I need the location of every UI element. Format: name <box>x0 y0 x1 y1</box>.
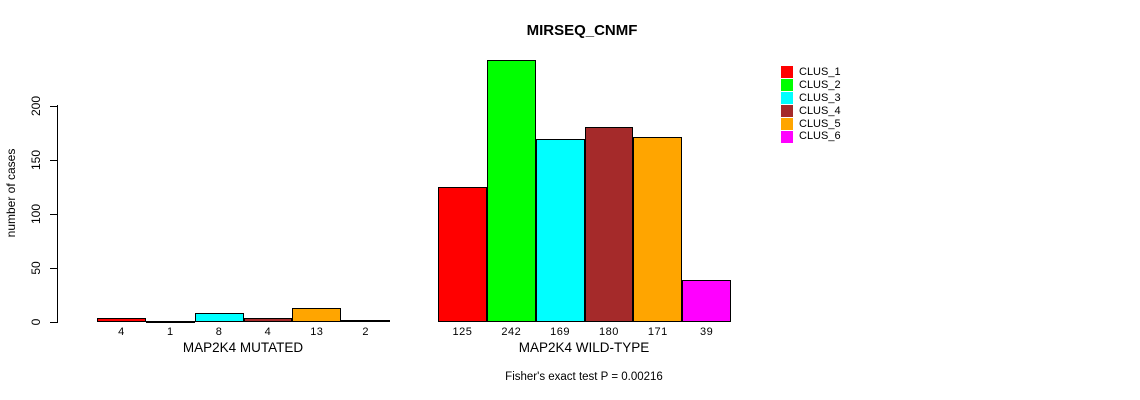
bar-clus_4-mutated <box>243 318 293 322</box>
legend-label: CLUS_2 <box>799 78 841 91</box>
bar-value-label: 4 <box>264 326 272 338</box>
bar-value-label: 4 <box>118 326 125 338</box>
bar-value-label: 8 <box>215 326 223 338</box>
legend-color-swatch <box>781 79 793 92</box>
bar-value-label: 169 <box>550 326 571 338</box>
legend-label: CLUS_4 <box>799 104 841 117</box>
bar-clus_1-wildtype <box>438 187 487 322</box>
x-group-label-mutated: MAP2K4 MUTATED <box>182 340 304 355</box>
legend-item-clus_2: CLUS_2 <box>781 79 841 92</box>
legend: CLUS_1 CLUS_2 CLUS_3 CLUS_4 CLUS_5 CLUS_6 <box>781 66 841 143</box>
fisher-test-annotation: Fisher's exact test P = 0.00216 <box>505 371 663 383</box>
legend-color-swatch <box>781 130 793 143</box>
bar-clus_1-mutated <box>97 318 146 322</box>
y-tick-mark <box>50 322 57 323</box>
y-tick-mark <box>50 159 57 161</box>
y-axis-line <box>57 105 58 323</box>
legend-label: CLUS_6 <box>799 130 841 143</box>
bar-value-label: 125 <box>452 326 473 338</box>
y-tick-mark <box>50 105 57 107</box>
bar-value-label: 39 <box>700 326 714 338</box>
legend-item-clus_3: CLUS_3 <box>781 92 841 105</box>
bar-clus_2-mutated <box>145 321 195 323</box>
legend-label: CLUS_3 <box>799 91 841 104</box>
bar-clus_5-wildtype <box>633 137 683 322</box>
chart-title: MIRSEQ_CNMF <box>526 22 638 39</box>
legend-color-swatch <box>781 92 793 105</box>
legend-label: CLUS_1 <box>799 65 841 78</box>
bar-clus_5-mutated <box>292 308 342 322</box>
legend-color-swatch <box>781 66 793 79</box>
bar-clus_6-mutated <box>341 320 391 322</box>
y-tick-mark <box>50 267 57 269</box>
bar-value-label: 2 <box>362 326 369 338</box>
bar-clus_4-wildtype <box>584 127 634 322</box>
bar-clus_3-mutated <box>194 313 244 322</box>
legend-item-clus_5: CLUS_5 <box>781 118 841 131</box>
bar-value-label: 242 <box>501 326 522 338</box>
bar-clus_6-wildtype <box>682 280 732 322</box>
legend-color-swatch <box>781 118 793 130</box>
bar-value-label: 180 <box>599 326 619 338</box>
y-tick-mark <box>50 213 57 215</box>
bar-value-label: 171 <box>647 326 668 338</box>
bar-value-label: 1 <box>166 326 174 338</box>
x-group-label-wildtype: MAP2K4 WILD-TYPE <box>518 340 650 355</box>
bar-clus_2-wildtype <box>486 60 536 322</box>
legend-label: CLUS_5 <box>799 117 841 130</box>
legend-item-clus_1: CLUS_1 <box>781 66 841 79</box>
bar-value-label: 13 <box>310 326 324 338</box>
legend-color-swatch <box>781 105 793 118</box>
legend-item-clus_6: CLUS_6 <box>781 130 841 143</box>
bar-clus_3-wildtype <box>535 139 585 322</box>
legend-item-clus_4: CLUS_4 <box>781 105 841 118</box>
